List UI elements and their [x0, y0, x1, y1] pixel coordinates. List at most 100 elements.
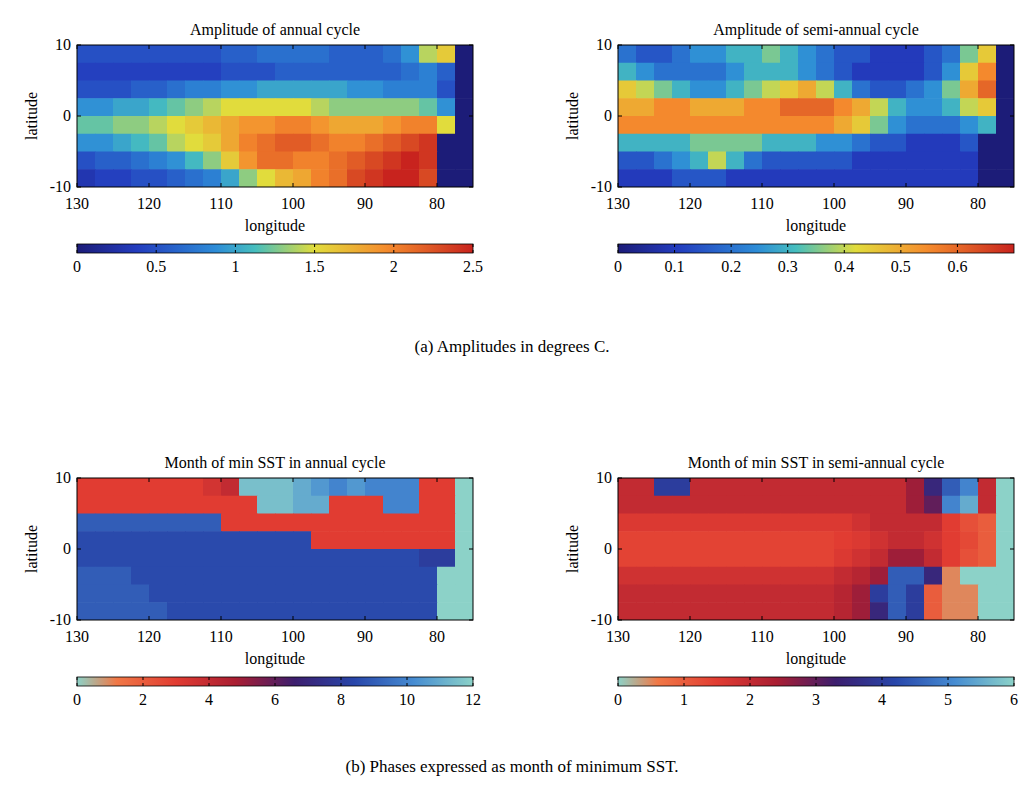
- cell: [383, 602, 402, 620]
- cell: [329, 478, 348, 496]
- cell: [149, 514, 168, 532]
- cell: [888, 514, 907, 532]
- cell: [996, 496, 1014, 514]
- cell: [996, 514, 1014, 532]
- x-tick: [77, 183, 78, 187]
- cell: [221, 45, 240, 63]
- cell: [888, 63, 907, 81]
- y-tick: [1010, 45, 1014, 46]
- cell: [870, 585, 889, 603]
- cell: [383, 63, 402, 81]
- cell: [780, 45, 799, 63]
- cell: [293, 45, 312, 63]
- cell: [275, 152, 294, 170]
- cell: [636, 585, 655, 603]
- y-axis-title: latitude: [564, 525, 581, 573]
- cell: [924, 152, 943, 170]
- cell: [131, 81, 150, 99]
- cell: [365, 169, 384, 187]
- x-tick-label: 120: [137, 628, 161, 645]
- cell: [203, 585, 222, 603]
- cell: [455, 81, 473, 99]
- cell: [780, 98, 799, 116]
- cell: [834, 585, 853, 603]
- cell: [95, 585, 114, 603]
- cell: [113, 116, 132, 134]
- cell: [347, 531, 366, 549]
- cell: [870, 496, 889, 514]
- cell: [311, 585, 330, 603]
- cell: [618, 134, 637, 152]
- cell: [329, 531, 348, 549]
- cell: [185, 169, 204, 187]
- cell: [257, 567, 276, 585]
- cell: [455, 63, 473, 81]
- cell: [131, 496, 150, 514]
- x-tick: [690, 45, 691, 49]
- panel-title: Amplitude of semi-annual cycle: [713, 21, 919, 39]
- cell: [924, 567, 943, 585]
- colorbar-tick-label: 1.5: [305, 258, 325, 275]
- cell: [996, 152, 1014, 170]
- colorbar-tick: [731, 250, 732, 253]
- cell: [167, 116, 186, 134]
- cell: [924, 585, 943, 603]
- cell: [293, 531, 312, 549]
- cell: [906, 478, 925, 496]
- cell: [401, 585, 420, 603]
- cell: [798, 496, 817, 514]
- cell: [221, 152, 240, 170]
- x-axis-title: longitude: [786, 650, 846, 668]
- cell: [744, 496, 763, 514]
- cell: [816, 602, 835, 620]
- cell: [257, 98, 276, 116]
- cell: [906, 567, 925, 585]
- cell: [185, 45, 204, 63]
- cell: [131, 602, 150, 620]
- cell: [762, 514, 781, 532]
- cell: [870, 531, 889, 549]
- cell: [708, 478, 727, 496]
- x-tick: [978, 45, 979, 49]
- cell: [870, 152, 889, 170]
- cell: [113, 45, 132, 63]
- cell: [942, 549, 961, 567]
- cell: [924, 478, 943, 496]
- cell: [419, 478, 438, 496]
- x-tick-label: 90: [898, 195, 914, 212]
- cell: [726, 531, 745, 549]
- cell: [329, 549, 348, 567]
- x-tick: [834, 478, 835, 482]
- colorbar-tick-label: 2.5: [463, 258, 483, 275]
- cell: [960, 45, 979, 63]
- cell: [618, 567, 637, 585]
- cell: [708, 98, 727, 116]
- cell: [978, 514, 997, 532]
- cell: [996, 63, 1014, 81]
- cell: [618, 496, 637, 514]
- cell: [942, 585, 961, 603]
- cell: [113, 169, 132, 187]
- cell: [455, 602, 473, 620]
- y-tick: [1010, 187, 1014, 188]
- cell: [834, 63, 853, 81]
- cell: [888, 152, 907, 170]
- cell: [437, 496, 456, 514]
- y-tick: [618, 549, 622, 550]
- cell: [834, 98, 853, 116]
- cell: [798, 169, 817, 187]
- cell: [365, 514, 384, 532]
- cell: [131, 152, 150, 170]
- cell: [726, 169, 745, 187]
- cell: [455, 531, 473, 549]
- cell: [978, 45, 997, 63]
- cell: [347, 514, 366, 532]
- colorbar-tick: [750, 683, 751, 686]
- cell: [365, 63, 384, 81]
- cell: [780, 478, 799, 496]
- cell: [636, 549, 655, 567]
- cell: [383, 152, 402, 170]
- cell: [690, 98, 709, 116]
- cell: [672, 602, 691, 620]
- x-tick: [149, 45, 150, 49]
